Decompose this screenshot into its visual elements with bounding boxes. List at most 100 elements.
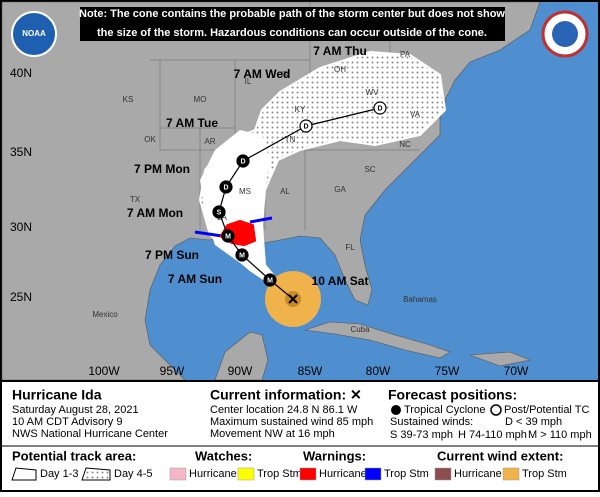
legend-text: Day 4-5 xyxy=(114,468,153,480)
marker-letter: M xyxy=(267,277,273,284)
cuba xyxy=(304,321,451,359)
region-label: OK xyxy=(144,135,156,144)
position-marker xyxy=(263,273,277,287)
legend-text: Trop Stm xyxy=(384,468,429,480)
longitude-label: 75W xyxy=(435,364,460,378)
forecast-time: 7 PM Sun xyxy=(145,248,199,262)
noaa-logo xyxy=(11,11,57,57)
current-position xyxy=(288,294,298,304)
legend-text: Post/Potential TC xyxy=(504,404,589,416)
legend-text: Hurricane xyxy=(454,468,502,480)
legend-title: Warnings: xyxy=(303,448,366,463)
region-label: VA xyxy=(410,110,421,119)
legend-text: H 74-110 mph xyxy=(458,429,527,441)
forecast-time: 7 AM Tue xyxy=(166,116,218,130)
tc-symbol xyxy=(391,405,401,415)
longitude-label: 85W xyxy=(298,364,323,378)
legend-text: Tropical Cyclone xyxy=(404,404,486,416)
info-line: 10 AM CDT Advisory 9 xyxy=(12,416,122,428)
region-label: GA xyxy=(334,185,346,194)
marker-letter: M xyxy=(225,233,231,240)
day13-icon xyxy=(11,467,37,481)
forecast-time: 7 AM Thu xyxy=(313,44,367,58)
marker-letter: D xyxy=(240,158,245,165)
forecast-title: Forecast positions: xyxy=(388,387,517,403)
forecast-time: 7 AM Sun xyxy=(168,272,222,286)
forecast-time: 10 AM Sat xyxy=(312,274,369,288)
legend-swatch xyxy=(364,467,382,481)
position-marker xyxy=(235,248,249,262)
position-marker xyxy=(219,180,233,194)
cone-day-1-3 xyxy=(200,130,293,299)
trop-storm-warning xyxy=(194,230,223,238)
info-line: NWS National Hurricane Center xyxy=(12,428,168,440)
legend-swatch xyxy=(237,467,255,481)
marker-letter: D xyxy=(223,184,228,191)
region-label: IL xyxy=(245,77,252,86)
trop-storm-warning xyxy=(249,216,273,224)
legend-text: Hurricane xyxy=(319,468,367,480)
note-line: Note: The cone contains the probable pat… xyxy=(79,8,505,20)
latitude-label: 30N xyxy=(10,220,32,234)
position-marker xyxy=(373,101,387,115)
legend-swatch xyxy=(169,467,187,481)
region-label: AL xyxy=(280,187,290,196)
longitude-label: 90W xyxy=(228,364,253,378)
legend-swatch xyxy=(299,467,317,481)
note-box xyxy=(80,7,505,41)
hispaniola xyxy=(469,351,532,367)
current-line: Movement NW at 16 mph xyxy=(210,428,335,440)
region-label: FL xyxy=(345,243,355,252)
region-label: MS xyxy=(239,187,251,196)
current-line: Center location 24.8 N 86.1 W xyxy=(210,404,358,416)
longitude-label: 80W xyxy=(366,364,391,378)
forecast-time: 7 PM Mon xyxy=(134,162,190,176)
region-label: TX xyxy=(130,195,141,204)
region-label: NC xyxy=(399,140,411,149)
logo-text: NOAA xyxy=(22,29,46,38)
region-label: AR xyxy=(204,137,215,146)
legend-text: D < 39 mph xyxy=(505,416,562,428)
legend-swatch xyxy=(434,467,452,481)
position-marker xyxy=(236,154,250,168)
longitude-label: 100W xyxy=(88,364,120,378)
region-label: Bahamas xyxy=(403,295,437,304)
marker-letter: D xyxy=(303,123,308,130)
region-label: MO xyxy=(194,95,207,104)
cone-outline xyxy=(198,50,447,300)
post-tc-symbol xyxy=(490,404,502,416)
latitude-label: 35N xyxy=(10,145,32,159)
region-label: KS xyxy=(123,95,134,104)
nws-logo-inner xyxy=(552,21,578,47)
region-label: IN xyxy=(281,70,289,79)
region-label: KY xyxy=(295,105,306,114)
storm-name: Hurricane Ida xyxy=(12,387,102,403)
marker-letter: S xyxy=(217,209,222,216)
marker-letter: D xyxy=(377,105,382,112)
region-label: Cuba xyxy=(350,325,370,334)
latitude-label: 25N xyxy=(10,290,32,304)
longitude-label: 95W xyxy=(160,364,185,378)
position-marker xyxy=(221,229,235,243)
current-title: Current information: ✕ xyxy=(210,387,362,403)
forecast-time: 7 AM Wed xyxy=(234,67,291,81)
region-label: PA xyxy=(400,50,411,59)
day45-icon xyxy=(81,467,111,481)
forecast-time: 7 AM Mon xyxy=(127,206,183,220)
legend-text: Trop Stm xyxy=(257,468,302,480)
region-label: TN xyxy=(285,135,296,144)
legend-text: Hurricane xyxy=(189,468,237,480)
region-label: Mexico xyxy=(92,310,118,319)
legend-text: S 39-73 mph xyxy=(390,429,453,441)
marker-letter: M xyxy=(239,252,245,259)
position-marker xyxy=(299,119,313,133)
region-label: WV xyxy=(366,88,380,97)
region-label: SC xyxy=(364,165,375,174)
legend-text: Day 1-3 xyxy=(40,468,79,480)
longitude-label: 70W xyxy=(504,364,529,378)
legend-text: Sustained winds: xyxy=(390,416,473,428)
legend-title: Watches: xyxy=(195,448,252,463)
legend-title: Potential track area: xyxy=(12,448,136,463)
